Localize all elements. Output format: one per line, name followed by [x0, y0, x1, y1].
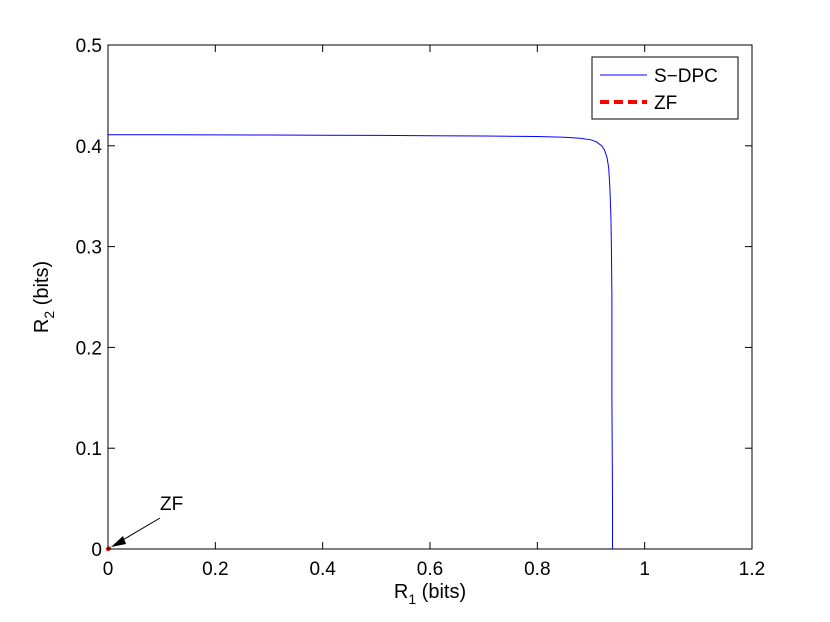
y-tick-label: 0.1 [76, 439, 102, 460]
x-tick-label: 0.6 [417, 559, 443, 580]
y-tick-label: 0.4 [76, 137, 103, 158]
y-tick-label: 0.5 [76, 36, 102, 57]
legend-label-sdpc: S−DPC [654, 66, 718, 87]
labels-layer: R1 (bits) R2 (bits) [31, 261, 466, 607]
x-axis-label: R1 (bits) [394, 581, 466, 607]
x-tick-label: 0.4 [309, 559, 336, 580]
x-tick-label: 0.2 [202, 559, 228, 580]
x-tick-label: 1 [639, 559, 650, 580]
x-tick-label: 0 [103, 559, 114, 580]
y-tick-label: 0 [91, 540, 102, 561]
legend: S−DPC ZF [591, 56, 739, 120]
plot-area [108, 45, 752, 549]
series-sdpc-line [107, 134, 613, 550]
legend-label-zf: ZF [654, 93, 677, 114]
legend-box [591, 56, 739, 120]
annotation-arrow-head [111, 536, 126, 547]
annotation-label: ZF [160, 494, 183, 515]
y-axis-label: R2 (bits) [31, 261, 57, 333]
x-tick-label: 0.8 [524, 559, 550, 580]
ticks-layer: 0 0.2 0.4 0.6 0.8 1 1.2 0 0.1 0.2 0.3 0.4 0.5 [76, 36, 766, 580]
x-tick-label: 1.2 [739, 559, 765, 580]
y-tick-label: 0.3 [76, 238, 102, 259]
annotation-layer: ZF [111, 494, 183, 547]
y-tick-label: 0.2 [76, 338, 102, 359]
